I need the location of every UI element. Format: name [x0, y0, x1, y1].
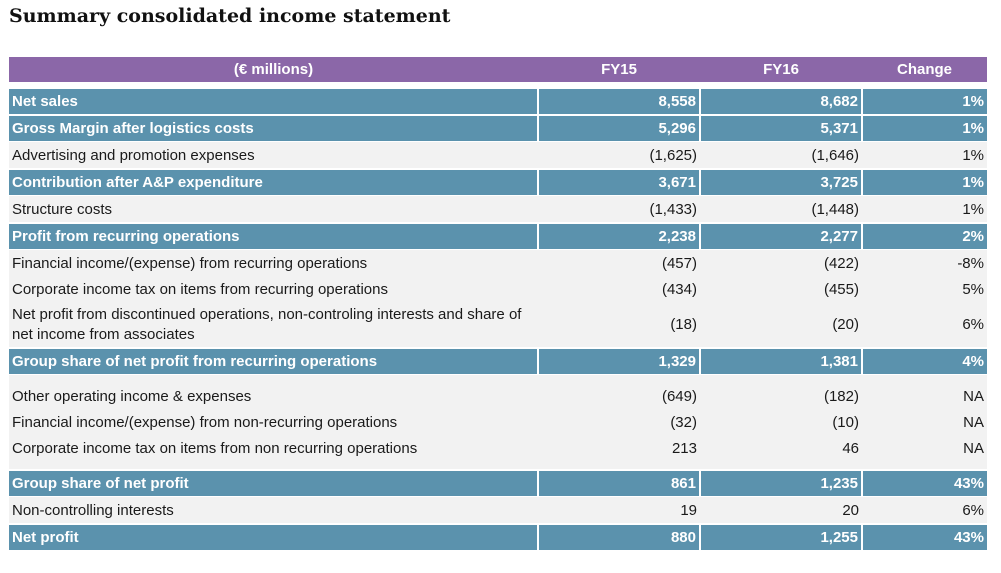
fy15-value: (1,625) [538, 141, 700, 169]
fy16-value: 46 [700, 435, 862, 461]
income-statement-table: (€ millions) FY15 FY16 Change Net sales … [9, 57, 987, 551]
row-label: Gross Margin after logistics costs [9, 114, 538, 142]
table-row: Net profit from discontinued operations,… [9, 302, 987, 348]
fy16-value: 1,235 [699, 469, 862, 497]
fy15-value: 880 [537, 523, 700, 551]
row-label: Non-controlling interests [9, 496, 538, 524]
row-label: Net profit from discontinued operations,… [9, 302, 538, 348]
change-value: NA [862, 409, 987, 435]
fy15-value: (457) [538, 249, 700, 276]
fy16-value: (10) [700, 409, 862, 435]
table-row: Corporate income tax on items from non r… [9, 435, 987, 461]
row-label: Group share of net profit from recurring… [9, 347, 538, 375]
fy15-value: 19 [538, 496, 700, 524]
fy15-value: (434) [538, 276, 700, 302]
row-label: Net profit [9, 523, 538, 551]
fy15-value: 3,671 [537, 168, 700, 196]
fy15-value: 213 [538, 435, 700, 461]
header-change: Change [862, 57, 987, 82]
change-value: 2% [861, 222, 987, 250]
fy16-value: 2,277 [699, 222, 862, 250]
table-row: Gross Margin after logistics costs 5,296… [9, 114, 987, 142]
fy16-value: (1,646) [700, 141, 862, 169]
fy16-value: (182) [700, 383, 862, 409]
table-row: Financial income/(expense) from non-recu… [9, 409, 987, 435]
fy15-value: 861 [537, 469, 700, 497]
header-fy15: FY15 [538, 57, 700, 82]
fy16-value: 5,371 [699, 114, 862, 142]
fy15-value: (649) [538, 383, 700, 409]
change-value: 5% [862, 276, 987, 302]
row-label: Other operating income & expenses [9, 383, 538, 409]
change-value: -8% [862, 249, 987, 276]
fy15-value: 1,329 [537, 347, 700, 375]
fy16-value: 1,255 [699, 523, 862, 551]
page-title: Summary consolidated income statement [9, 5, 451, 27]
fy16-value: 1,381 [699, 347, 862, 375]
row-label: Financial income/(expense) from recurrin… [9, 249, 538, 276]
fy15-value: 5,296 [537, 114, 700, 142]
table-row: Financial income/(expense) from recurrin… [9, 249, 987, 276]
change-value: 1% [861, 87, 987, 116]
change-value: NA [862, 435, 987, 461]
table-row: Advertising and promotion expenses (1,62… [9, 141, 987, 169]
change-value: 6% [862, 496, 987, 524]
fy16-value: (455) [700, 276, 862, 302]
change-value: NA [862, 383, 987, 409]
row-label: Structure costs [9, 195, 538, 223]
change-value: 6% [862, 302, 987, 348]
table-row: Group share of net profit from recurring… [9, 347, 987, 375]
table-row: Structure costs (1,433) (1,448) 1% [9, 195, 987, 223]
fy15-value: (18) [538, 302, 700, 348]
table-row: Group share of net profit 861 1,235 43% [9, 469, 987, 497]
row-label: Corporate income tax on items from recur… [9, 276, 538, 302]
table-header-row: (€ millions) FY15 FY16 Change [9, 57, 987, 82]
fy16-value: 8,682 [699, 87, 862, 116]
fy16-value: 3,725 [699, 168, 862, 196]
fy16-value: (422) [700, 249, 862, 276]
fy16-value: (1,448) [700, 195, 862, 223]
table-row: Non-controlling interests 19 20 6% [9, 496, 987, 524]
table-row: Other operating income & expenses (649) … [9, 383, 987, 409]
row-label: Advertising and promotion expenses [9, 141, 538, 169]
change-value: 1% [861, 114, 987, 142]
row-label: Group share of net profit [9, 469, 538, 497]
change-value: 1% [862, 141, 987, 169]
fy15-value: 8,558 [537, 87, 700, 116]
fy16-value: (20) [700, 302, 862, 348]
change-value: 4% [861, 347, 987, 375]
fy15-value: (32) [538, 409, 700, 435]
table-row: Contribution after A&P expenditure 3,671… [9, 168, 987, 196]
table-row: Net profit 880 1,255 43% [9, 523, 987, 551]
table-row: Profit from recurring operations 2,238 2… [9, 222, 987, 250]
change-value: 43% [861, 469, 987, 497]
change-value: 43% [861, 523, 987, 551]
row-label: Corporate income tax on items from non r… [9, 435, 538, 461]
row-label: Net sales [9, 87, 538, 116]
change-value: 1% [861, 168, 987, 196]
table-row: Net sales 8,558 8,682 1% [9, 87, 987, 116]
row-label: Profit from recurring operations [9, 222, 538, 250]
table-row: Corporate income tax on items from recur… [9, 276, 987, 302]
row-label: Financial income/(expense) from non-recu… [9, 409, 538, 435]
row-label: Contribution after A&P expenditure [9, 168, 538, 196]
header-units: (€ millions) [9, 57, 538, 82]
fy15-value: 2,238 [537, 222, 700, 250]
fy16-value: 20 [700, 496, 862, 524]
fy15-value: (1,433) [538, 195, 700, 223]
change-value: 1% [862, 195, 987, 223]
header-fy16: FY16 [700, 57, 862, 82]
